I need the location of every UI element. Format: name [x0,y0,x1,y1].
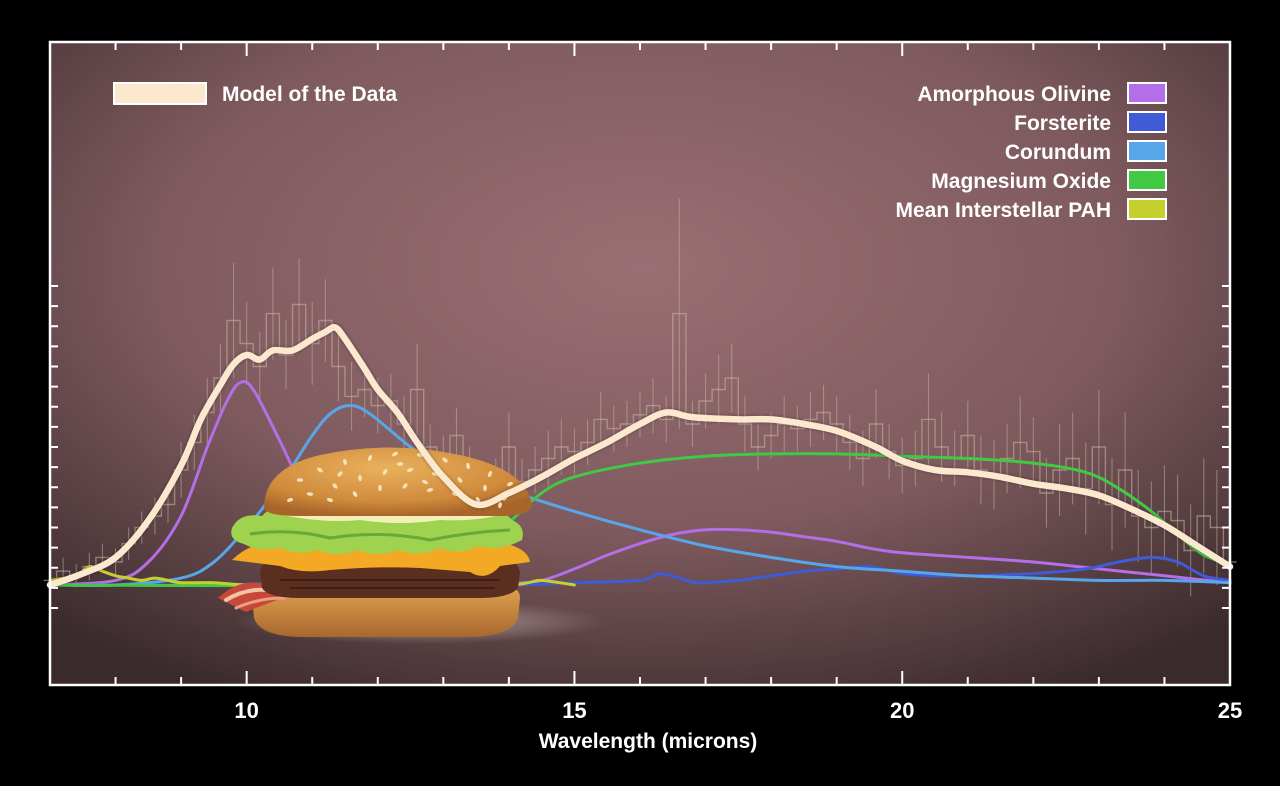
hamburger-image [218,447,605,644]
sesame-seed [392,451,398,457]
sesame-seed [343,458,347,466]
legend-swatch-mean-interstellar-pah [1127,198,1167,220]
burger-patty-texture [280,579,500,589]
sesame-seed [296,478,304,482]
sesame-seed [367,454,373,462]
sesame-seed [498,501,502,509]
sesame-seed [402,483,408,489]
legend-label-model: Model of the Data [222,83,397,106]
legend-left: Model of the Data [113,82,397,106]
sesame-seed [442,457,448,463]
legend-right: Amorphous Olivine Forsterite Corundum Magne… [895,82,1167,222]
sesame-seed [352,491,358,497]
sesame-seed [326,497,334,503]
burger-lettuce-dark [249,528,511,542]
legend-label-corundum: Corundum [1005,141,1111,164]
legend-label-amorphous-olivine: Amorphous Olivine [917,83,1111,106]
sesame-seed [306,492,314,496]
sesame-seed [487,471,493,477]
sesame-seed [406,467,414,473]
x-tick-label: 20 [890,698,914,723]
legend-label-mean-interstellar-pah: Mean Interstellar PAH [895,199,1111,222]
legend-swatch-magnesium-oxide [1127,169,1167,191]
sesame-seed [332,483,338,489]
axis-ticks: 10 15 20 25 [50,42,1242,723]
sesame-seed [286,498,294,502]
legend-swatch-model [113,82,207,105]
sesame-seed [317,467,323,473]
sesame-seed [466,462,470,470]
sesame-seed [378,484,382,492]
x-tick-label: 10 [234,698,258,723]
model-layer [46,322,1234,590]
sesame-seed [426,488,434,492]
x-tick-label: 25 [1218,698,1242,723]
sesame-seed [422,479,428,485]
sesame-seed [483,484,487,492]
sesame-seed [396,462,404,466]
x-axis-title: Wavelength (microns) [539,730,758,753]
legend-label-magnesium-oxide: Magnesium Oxide [931,170,1111,193]
legend-swatch-forsterite [1127,111,1167,133]
legend-swatch-amorphous-olivine [1127,82,1167,104]
x-tick-label: 15 [562,698,586,723]
model-line [46,323,1234,589]
legend-label-forsterite: Forsterite [1014,112,1111,135]
sesame-seed [358,474,362,482]
sesame-seed [382,469,388,475]
sesame-seed [337,471,343,477]
series-line-amorphous-olivine [48,379,1232,587]
sesame-seed [457,477,463,483]
sesame-seed [507,481,513,487]
legend-swatch-corundum [1127,140,1167,162]
